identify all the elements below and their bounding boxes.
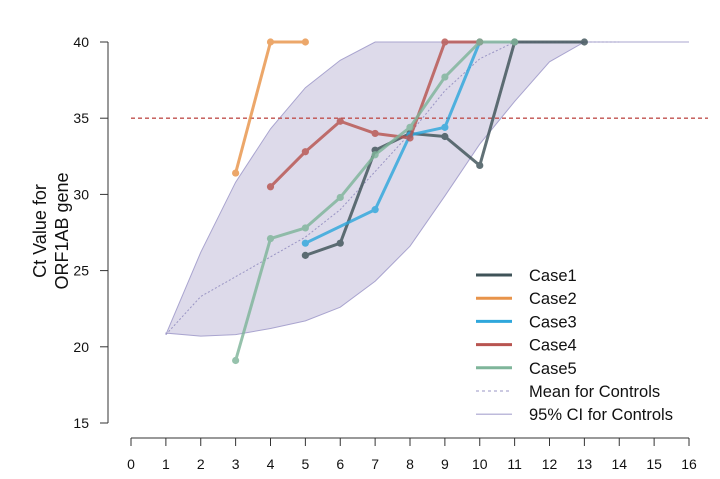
legend-label: Case2: [529, 290, 577, 308]
x-tick-label: 9: [441, 456, 449, 472]
series-case5: [232, 38, 519, 365]
y-tick-label: 20: [73, 339, 89, 355]
mean-line-layer: [165, 41, 620, 335]
data-point-case5: [266, 234, 275, 243]
x-tick-label: 3: [232, 456, 240, 472]
data-point-case5: [301, 224, 309, 232]
data-point-case2: [232, 169, 240, 177]
legend-label: Case3: [529, 313, 577, 331]
x-tick-label: 10: [472, 456, 488, 472]
legend-label: Case4: [529, 337, 577, 355]
data-point-case5: [406, 123, 414, 131]
series-case2: [232, 38, 309, 177]
y-tick-label: 25: [73, 263, 89, 279]
y-tick-label: 35: [73, 110, 89, 126]
legend-item: Case3: [476, 313, 577, 331]
data-point-case4: [336, 117, 344, 125]
data-point-case5: [232, 356, 240, 365]
legend-item: 95% CI for Controls: [476, 406, 673, 424]
data-point-case2: [266, 38, 275, 46]
y-axis-title-line-2: ORF1AB gene: [52, 172, 72, 289]
x-tick-label: 11: [507, 456, 522, 472]
data-point-case4: [301, 148, 309, 156]
series-layer: [232, 38, 588, 365]
x-tick-label: 15: [646, 456, 662, 472]
legend-label: Mean for Controls: [529, 383, 660, 401]
ci-band: [165, 41, 689, 337]
series-line-case1: [304, 40, 585, 257]
ci-band-layer: [165, 41, 689, 337]
x-tick-label: 16: [681, 456, 697, 472]
data-point-case3: [441, 123, 449, 131]
legend-item: Case1: [476, 267, 577, 285]
y-tick-label: 40: [73, 34, 89, 50]
data-point-case3: [371, 206, 379, 214]
data-point-case2: [301, 38, 309, 46]
legend-item: Case2: [476, 290, 577, 308]
data-point-case4: [406, 134, 414, 142]
data-point-case4: [441, 38, 449, 46]
data-point-case1: [476, 161, 484, 170]
data-point-case1: [441, 132, 449, 141]
x-tick-label: 1: [162, 456, 170, 472]
data-point-case1: [301, 251, 309, 259]
x-tick-label: 6: [336, 456, 344, 472]
legend-item: Case5: [476, 360, 577, 378]
x-tick-label: 2: [197, 456, 205, 472]
y-axis-title-line-1: Ct Value for: [30, 184, 50, 278]
data-point-case5: [336, 193, 344, 202]
data-point-case3: [301, 239, 309, 247]
x-tick-label: 12: [542, 456, 558, 472]
legend: Case1 Case2 Case3 Case4 Case5 Mean for Contro…: [476, 267, 673, 424]
data-point-case5: [476, 38, 484, 46]
legend-label: 95% CI for Controls: [529, 406, 673, 424]
data-point-case4: [371, 129, 379, 138]
x-tick-label: 13: [577, 456, 593, 472]
x-tick-label: 7: [371, 456, 379, 472]
legend-item: Mean for Controls: [476, 383, 660, 401]
data-point-case1: [336, 239, 344, 247]
data-point-case5: [371, 151, 379, 159]
y-tick-label: 15: [73, 415, 89, 431]
x-tick-label: 14: [611, 456, 627, 472]
x-tick-label: 4: [267, 456, 275, 472]
data-point-case5: [441, 73, 449, 81]
data-point-case4: [266, 183, 275, 191]
y-axis-title: Ct Value for ORF1AB gene: [30, 172, 72, 289]
data-point-case5: [511, 38, 519, 46]
x-tick-label: 8: [406, 456, 414, 472]
legend-item: Case4: [476, 337, 577, 355]
legend-label: Case5: [529, 360, 577, 378]
data-point-case1: [580, 38, 588, 46]
x-tick-label: 5: [301, 456, 309, 472]
x-tick-label: 0: [127, 456, 135, 472]
mean-controls-line: [165, 41, 620, 335]
y-tick-label: 30: [73, 186, 89, 202]
legend-label: Case1: [529, 267, 577, 285]
